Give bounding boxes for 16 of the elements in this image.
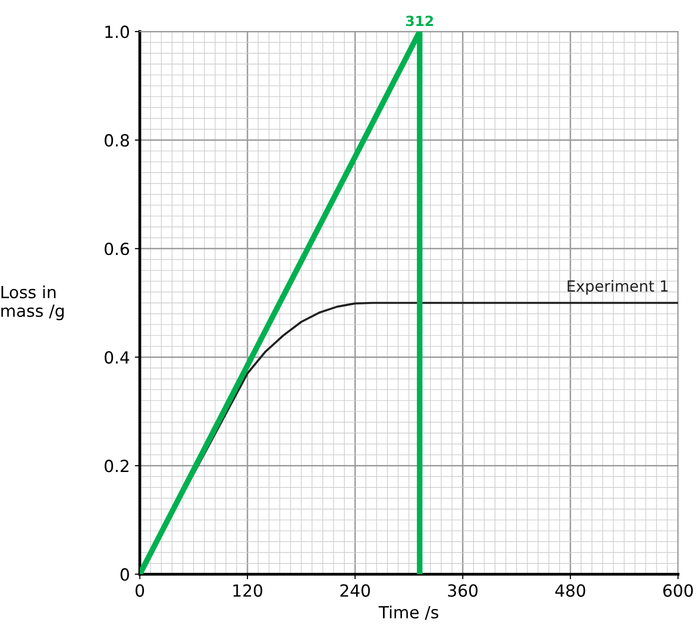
x-tick-label: 360 bbox=[448, 584, 478, 597]
ref-line-label: 312 bbox=[406, 16, 433, 26]
x-axis-title: Time /s bbox=[378, 606, 438, 620]
x-tick-label: 240 bbox=[340, 584, 370, 597]
x-tick-label: 600 bbox=[663, 584, 693, 597]
x-tick-label: 120 bbox=[233, 584, 262, 597]
x-tick-label: 0 bbox=[136, 584, 144, 597]
series-label: Experiment 1 bbox=[568, 280, 668, 295]
y-tick-label: 0.2 bbox=[104, 460, 128, 472]
y-axis-title: Loss in mass /g bbox=[1, 285, 64, 320]
y-tick-label: 0.6 bbox=[104, 242, 130, 256]
y-tick-label: 0 bbox=[120, 568, 129, 581]
x-tick-label: 480 bbox=[555, 584, 586, 597]
y-tick-label: 0.4 bbox=[104, 351, 130, 364]
y-tick-label: 1.0 bbox=[105, 26, 129, 38]
y-tick-label: 0.8 bbox=[104, 134, 129, 147]
